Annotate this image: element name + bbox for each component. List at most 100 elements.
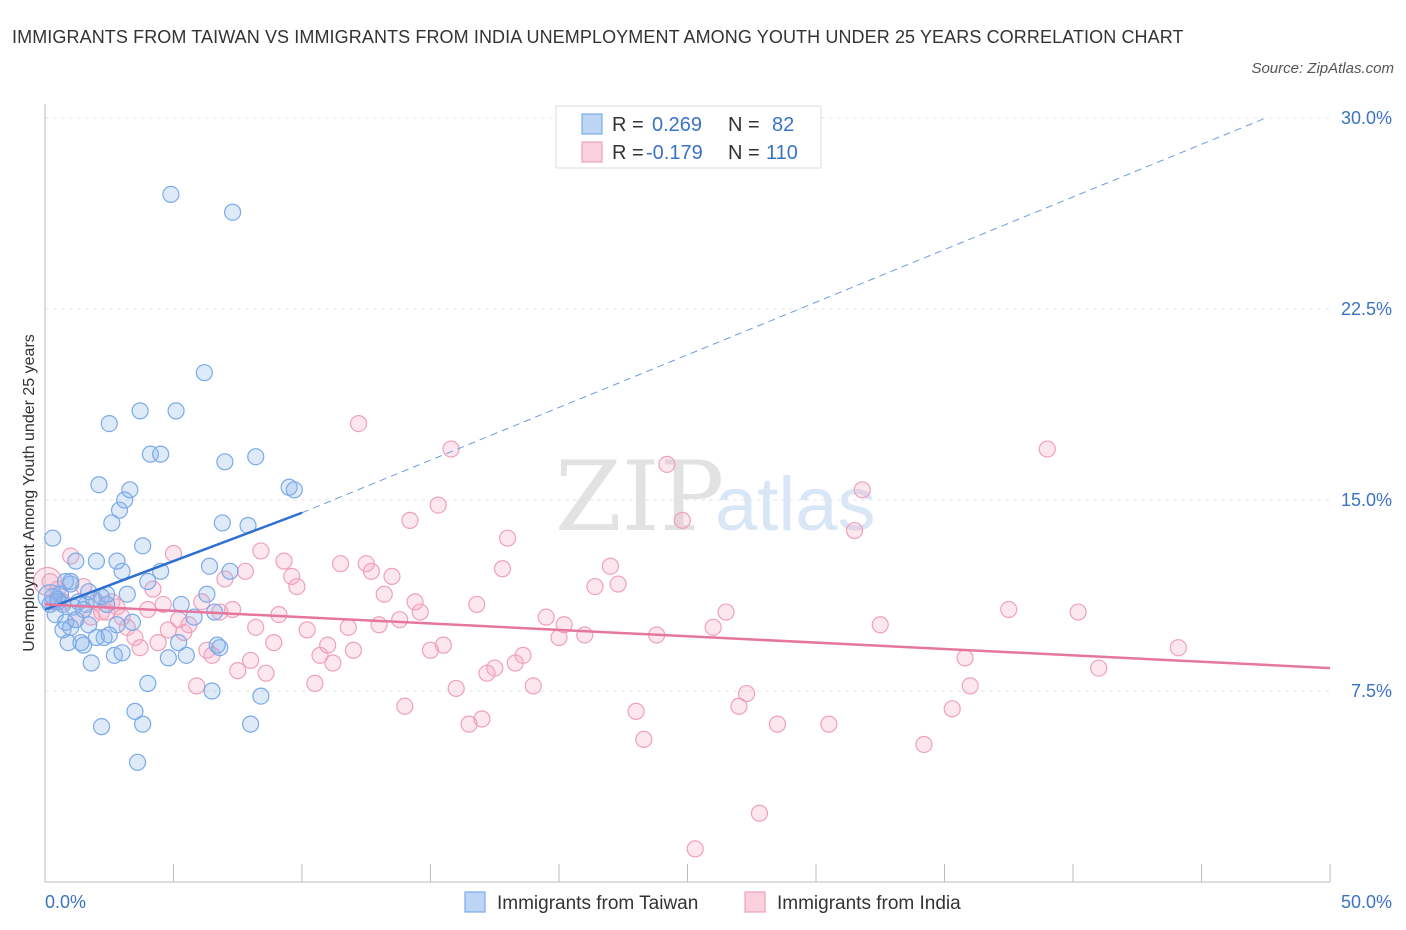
data-point-taiwan bbox=[134, 537, 152, 555]
data-point-taiwan bbox=[82, 654, 100, 672]
data-point-taiwan bbox=[131, 402, 149, 420]
data-point-taiwan bbox=[216, 453, 234, 471]
data-point-taiwan bbox=[128, 753, 147, 771]
data-point-taiwan bbox=[121, 481, 139, 499]
data-point-india bbox=[339, 618, 357, 636]
y-axis-label: Unemployment Among Youth under 25 years bbox=[21, 334, 38, 652]
data-point-india bbox=[288, 577, 306, 596]
data-point-taiwan bbox=[118, 585, 136, 603]
data-point-taiwan bbox=[80, 616, 98, 634]
data-point-india bbox=[738, 684, 756, 703]
legend-n-label-taiwan: N = bbox=[728, 114, 760, 136]
data-point-taiwan bbox=[139, 674, 157, 692]
data-point-taiwan bbox=[195, 364, 213, 382]
data-point-taiwan bbox=[242, 715, 260, 733]
data-point-taiwan bbox=[87, 552, 106, 570]
data-point-india bbox=[247, 618, 265, 636]
data-point-india bbox=[411, 603, 429, 621]
data-point-india bbox=[283, 567, 301, 586]
data-point-india bbox=[750, 804, 769, 822]
data-point-taiwan bbox=[203, 682, 221, 700]
trend-line-taiwan-extrapolated bbox=[301, 117, 1266, 514]
tick-labels: 7.5% 15.0% 22.5% 30.0% 0.0% 50.0% bbox=[45, 108, 1392, 912]
x-tick-label: 50.0% bbox=[1341, 892, 1392, 912]
trend-line-taiwan bbox=[44, 511, 303, 611]
data-point-india bbox=[768, 715, 787, 733]
y-tick-label: 7.5% bbox=[1351, 681, 1392, 701]
bottom-legend-swatch-taiwan bbox=[464, 891, 486, 913]
data-point-taiwan bbox=[56, 613, 75, 631]
data-point-india bbox=[370, 616, 388, 634]
data-point-india bbox=[1000, 600, 1018, 619]
data-point-india bbox=[1169, 639, 1187, 657]
data-point-india bbox=[524, 677, 542, 695]
data-point-taiwan bbox=[139, 572, 157, 591]
data-point-taiwan bbox=[198, 585, 216, 603]
data-point-india bbox=[319, 636, 337, 654]
data-point-india bbox=[229, 662, 247, 680]
data-point-india bbox=[331, 555, 350, 573]
data-point-india bbox=[635, 730, 653, 748]
data-point-india bbox=[242, 651, 260, 670]
bottom-legend-label-taiwan: Immigrants from Taiwan bbox=[497, 893, 698, 914]
data-point-taiwan bbox=[113, 562, 131, 580]
data-point-taiwan bbox=[252, 687, 270, 705]
data-point-taiwan bbox=[159, 649, 177, 667]
data-point-taiwan bbox=[62, 572, 80, 591]
data-point-taiwan bbox=[170, 634, 188, 652]
watermark-atlas: atlas bbox=[715, 462, 876, 547]
data-point-india bbox=[609, 575, 627, 593]
data-point-taiwan bbox=[103, 514, 121, 532]
data-point-india bbox=[956, 649, 974, 667]
data-point-india bbox=[686, 840, 704, 858]
data-point-taiwan bbox=[152, 445, 170, 463]
data-point-taiwan bbox=[285, 481, 303, 499]
data-point-india bbox=[586, 577, 604, 596]
y-tick-label: 22.5% bbox=[1341, 299, 1392, 319]
data-point-india bbox=[473, 710, 491, 728]
data-point-india bbox=[486, 659, 504, 677]
data-point-taiwan bbox=[177, 646, 195, 664]
data-point-india bbox=[943, 700, 961, 718]
data-point-india bbox=[154, 595, 172, 614]
data-point-india bbox=[1069, 603, 1087, 621]
data-point-taiwan bbox=[167, 402, 185, 420]
data-point-india bbox=[252, 542, 270, 560]
legend-n-india: 110 bbox=[766, 142, 798, 164]
data-point-taiwan bbox=[116, 491, 134, 509]
legend-r-taiwan: 0.269 bbox=[652, 114, 702, 136]
y-tick-label: 30.0% bbox=[1341, 108, 1392, 128]
data-point-india bbox=[375, 585, 393, 603]
data-point-india bbox=[442, 440, 460, 458]
data-point-india bbox=[845, 521, 864, 540]
data-point-india bbox=[658, 455, 676, 473]
data-point-india bbox=[149, 634, 167, 652]
data-point-taiwan bbox=[90, 476, 108, 494]
legend-swatch-india bbox=[581, 141, 603, 163]
data-point-india bbox=[820, 715, 838, 733]
data-point-india bbox=[257, 664, 275, 682]
data-point-taiwan bbox=[74, 636, 93, 654]
data-point-taiwan bbox=[72, 634, 90, 652]
data-point-taiwan bbox=[221, 562, 239, 580]
data-point-india bbox=[275, 552, 293, 570]
data-point-india bbox=[1038, 440, 1056, 458]
axes bbox=[44, 104, 1331, 883]
data-point-taiwan bbox=[200, 557, 219, 575]
data-point-taiwan bbox=[44, 529, 62, 547]
data-point-india bbox=[871, 616, 889, 634]
data-point-india bbox=[627, 702, 645, 720]
data-point-india bbox=[514, 646, 532, 664]
data-point-india bbox=[1090, 659, 1108, 677]
trend-lines bbox=[44, 117, 1331, 670]
data-point-taiwan bbox=[74, 600, 93, 619]
data-point-india bbox=[362, 562, 380, 580]
data-point-taiwan bbox=[162, 185, 180, 203]
data-point-taiwan bbox=[126, 702, 144, 720]
data-point-india bbox=[434, 636, 452, 654]
data-point-taiwan bbox=[211, 639, 229, 657]
data-point-india bbox=[673, 511, 691, 529]
data-point-taiwan bbox=[108, 552, 126, 570]
y-tick-label: 15.0% bbox=[1341, 490, 1392, 510]
